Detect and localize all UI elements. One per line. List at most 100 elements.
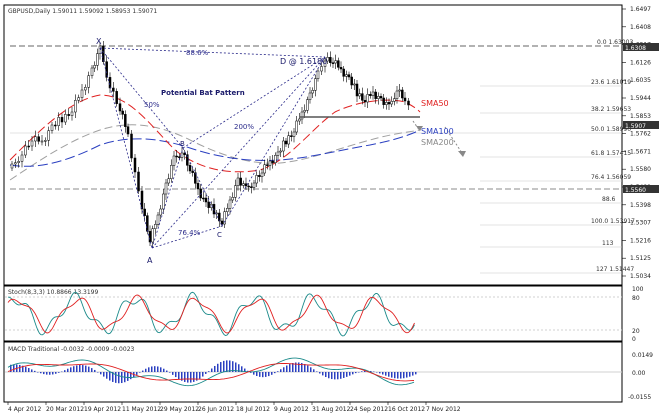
macd-hist-bar	[289, 364, 291, 372]
candle-body	[228, 199, 232, 209]
macd-hist-bar	[412, 372, 414, 376]
sma50-label: SMA50	[421, 99, 449, 108]
price-tick-label: 1.6035	[630, 77, 651, 84]
candle-body	[403, 97, 407, 102]
macd-hist-bar	[337, 372, 339, 380]
macd-tick-top: 0.0149	[632, 352, 653, 359]
fib-764: 76.4 1.56059	[591, 174, 631, 181]
candle-body	[250, 186, 253, 188]
candle-body	[247, 185, 250, 188]
candle-body	[77, 97, 80, 101]
point-c-label: C	[217, 231, 222, 239]
macd-hist-bar	[403, 372, 405, 379]
pattern-name: Potential Bat Pattern	[161, 89, 245, 97]
candle-body	[347, 74, 351, 78]
macd-hist-bar	[103, 372, 105, 377]
macd-hist-bar	[79, 364, 81, 372]
macd-hist-bar	[250, 372, 252, 373]
candle-body	[87, 75, 90, 88]
candle-body	[204, 197, 208, 203]
macd-hist-bar	[229, 360, 231, 372]
macd-hist-bar	[163, 368, 165, 372]
macd-hist-bar	[343, 372, 345, 378]
macd-hist-bar	[385, 372, 387, 376]
price-tick-label: 1.5216	[630, 237, 651, 244]
candle-body	[133, 157, 137, 173]
macd-hist-bar	[313, 369, 315, 372]
macd-hist-bar	[139, 372, 141, 373]
date-tick-label: 11 May 2012	[122, 406, 161, 413]
arrow-head-2	[458, 151, 466, 157]
candle-body	[387, 102, 391, 105]
current-price: 1.5907	[625, 123, 646, 130]
macd-tick-zero: 0.00	[632, 370, 646, 377]
macd-hist-bar	[22, 365, 24, 372]
current-price-bg	[623, 121, 659, 129]
macd-hist-bar	[358, 372, 360, 373]
candle-body	[17, 161, 20, 163]
price-tick-label: 1.5671	[630, 148, 651, 155]
candle-body	[27, 145, 30, 148]
boxed-level-1-bg	[623, 43, 659, 51]
macd-hist-bar	[118, 372, 120, 384]
macd-hist-bar	[286, 365, 288, 372]
candle-body	[118, 103, 122, 112]
macd-hist-bar	[316, 371, 318, 372]
candle-body	[67, 114, 70, 116]
date-tick-label: 9 Aug 2012	[274, 406, 309, 413]
stoch-tick-20: 20	[632, 328, 640, 335]
macd-hist-bar	[67, 368, 69, 372]
macd-hist-bar	[331, 372, 333, 380]
price-tick-label: 1.5944	[630, 95, 651, 102]
candle-body	[226, 208, 229, 212]
candle-body	[178, 156, 181, 158]
candle-body	[84, 87, 87, 91]
macd-hist-bar	[310, 367, 312, 372]
macd-hist-bar	[373, 371, 375, 373]
candle-body	[258, 175, 261, 177]
macd-hist-bar	[349, 372, 351, 376]
macd-hist-bar	[268, 372, 270, 377]
boxed-level-2-bg	[623, 185, 659, 193]
candle-body	[175, 155, 178, 158]
macd-hist-bar	[226, 360, 228, 372]
price-tick-label: 1.6126	[630, 59, 651, 66]
macd-hist-bar	[190, 372, 192, 383]
candle-body	[14, 162, 17, 165]
candle-body	[292, 131, 296, 137]
macd-hist-bar	[202, 372, 204, 377]
macd-hist-bar	[208, 371, 210, 372]
macd-hist-bar	[355, 372, 357, 374]
candle-body	[137, 171, 140, 192]
candle-body	[329, 57, 332, 63]
macd-hist-bar	[34, 370, 36, 372]
candle-body	[355, 83, 359, 97]
candle-body	[320, 66, 323, 72]
macd-hist-bar	[10, 364, 12, 372]
macd-hist-bar	[91, 368, 93, 372]
main-chart-frame	[3, 4, 623, 286]
macd-hist-bar	[322, 372, 324, 376]
candle-body	[331, 62, 335, 64]
candle-body	[130, 133, 133, 159]
macd-hist-bar	[151, 366, 153, 372]
macd-hist-bar	[70, 367, 72, 372]
sma200-label: SMA200	[421, 138, 454, 147]
candle-body	[255, 175, 258, 184]
macd-hist-bar	[307, 365, 309, 372]
macd-hist-bar	[304, 364, 306, 372]
candle-body	[64, 114, 67, 123]
candle-body	[105, 61, 108, 78]
macd-hist-bar	[292, 363, 294, 372]
candle-body	[74, 100, 77, 113]
macd-hist-bar	[43, 372, 45, 375]
candle-body	[24, 145, 27, 156]
candle-body	[143, 208, 146, 216]
candle-body	[295, 120, 298, 133]
candle-body	[159, 208, 162, 216]
candle-body	[323, 60, 327, 67]
candle-body	[115, 91, 118, 104]
macd-hist-bar	[88, 366, 90, 372]
candle-body	[10, 163, 14, 169]
price-candles	[10, 41, 410, 247]
